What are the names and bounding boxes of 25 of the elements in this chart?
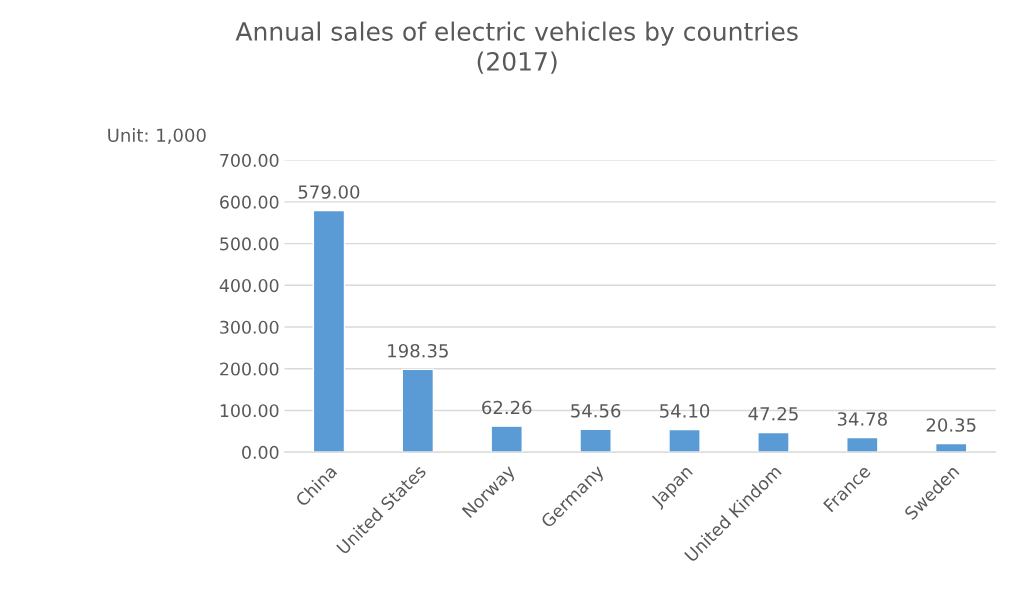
data-label: 34.78: [837, 412, 887, 426]
bar: [401, 368, 435, 453]
y-tick-label: 400.00: [219, 279, 279, 293]
bar: [490, 425, 523, 453]
y-tick-label: 200.00: [220, 362, 279, 376]
bar: [312, 209, 346, 453]
bar: [579, 428, 612, 453]
y-tick-label: 600.00: [220, 195, 279, 209]
chart-title: Annual sales of electric vehicles by countries (2017): [235, 21, 798, 74]
y-tick-label: 700.00: [220, 153, 279, 167]
data-label: 54.56: [571, 403, 621, 418]
data-label: 54.10: [660, 404, 710, 418]
data-label: 62.26: [482, 400, 532, 415]
bar: [757, 431, 790, 453]
y-axis-title: Unit: 1,000: [108, 128, 206, 144]
data-label: 20.35: [926, 418, 976, 432]
bar: [846, 436, 879, 453]
bar: [668, 428, 701, 453]
data-label: 579.00: [298, 185, 360, 199]
data-label: 47.25: [748, 406, 798, 421]
y-tick-label: 300.00: [220, 320, 279, 334]
y-tick-label: 0.00: [242, 445, 279, 459]
y-tick-label: 500.00: [220, 237, 279, 251]
data-label: 198.35: [388, 343, 448, 358]
y-tick-label: 100.00: [220, 404, 279, 418]
